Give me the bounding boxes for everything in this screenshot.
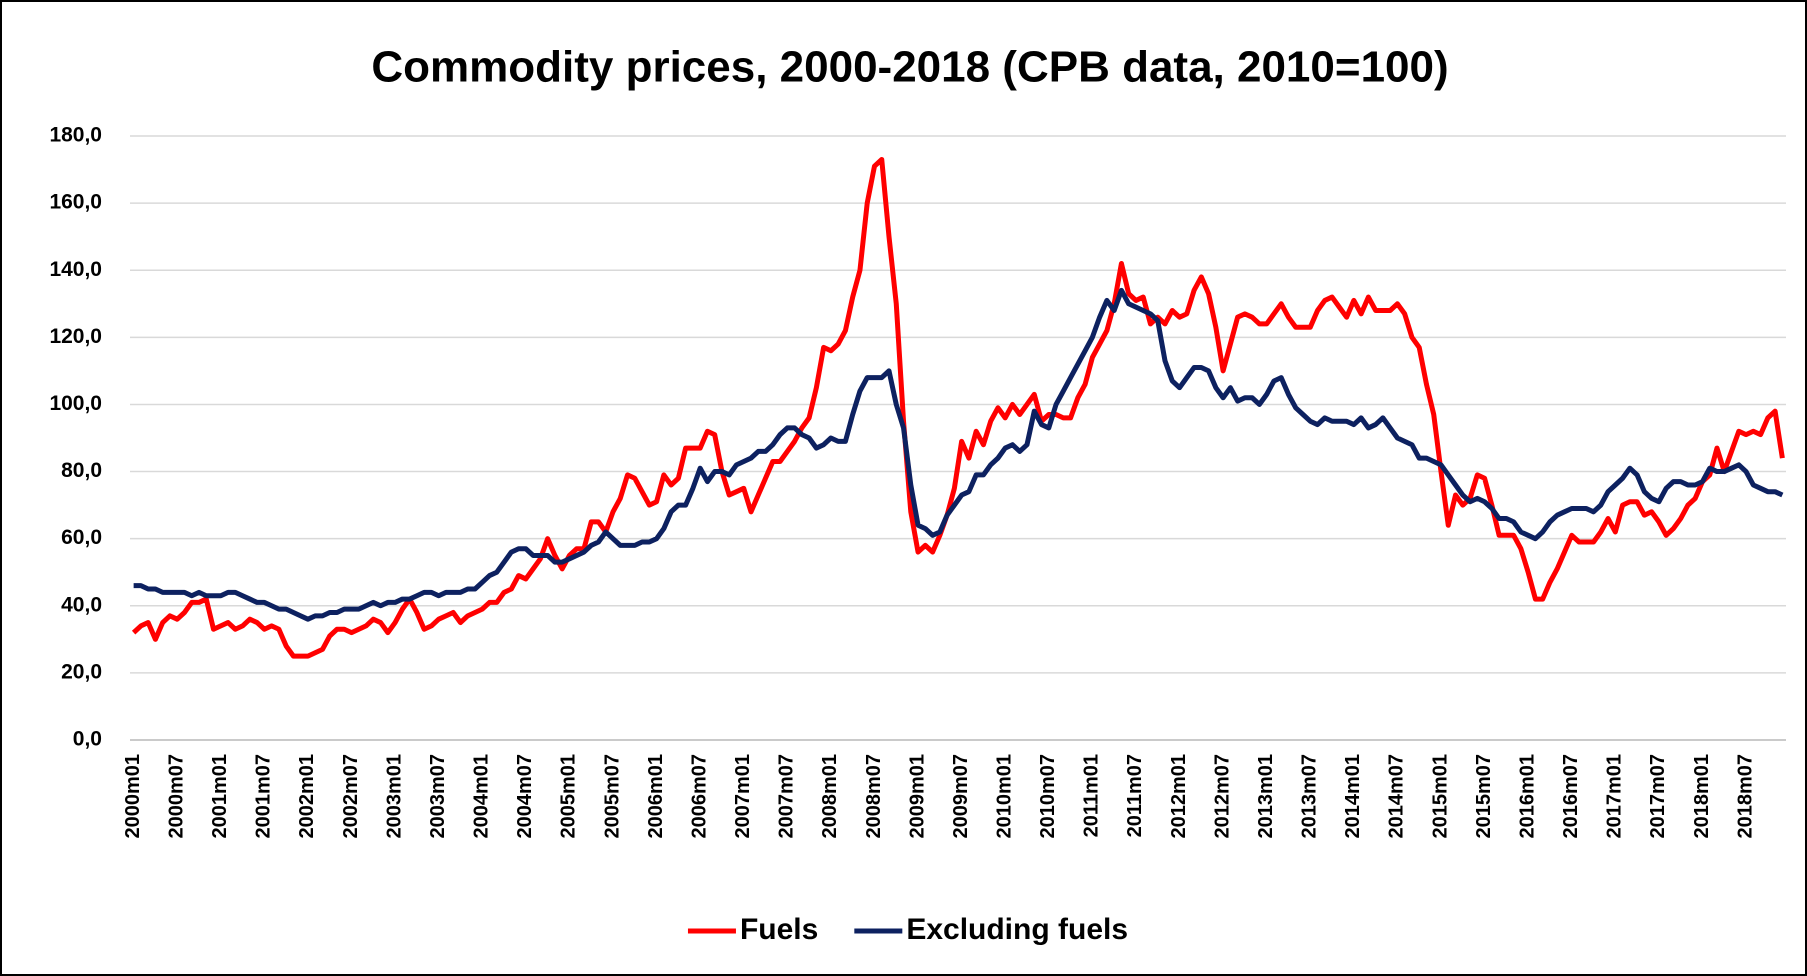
x-tick-label: 2001m07: [253, 754, 275, 839]
x-tick-label: 2011m01: [1081, 754, 1103, 837]
x-tick-label: 2014m01: [1342, 754, 1364, 839]
x-tick-label: 2007m07: [776, 754, 798, 839]
x-tick-label: 2005m01: [558, 754, 580, 839]
y-tick-label: 180,0: [49, 124, 102, 147]
legend: Fuels Excluding fuels: [687, 913, 1128, 946]
y-tick-label: 40,0: [61, 593, 102, 616]
x-tick-label: 2003m07: [427, 754, 449, 839]
x-tick-label: 2003m01: [383, 754, 405, 839]
x-tick-label: 2017m07: [1647, 754, 1669, 839]
x-tick-label: 2016m01: [1516, 754, 1538, 839]
x-tick-label: 2018m07: [1734, 754, 1756, 839]
x-tick-label: 2009m01: [906, 754, 928, 839]
x-tick-label: 2006m07: [688, 754, 710, 839]
y-tick-label: 60,0: [61, 526, 102, 549]
chart-title: Commodity prices, 2000-2018 (CPB data, 2…: [371, 43, 1448, 92]
y-tick-label: 120,0: [49, 325, 102, 348]
x-tick-label: 2015m07: [1473, 754, 1495, 839]
x-tick-label: 2017m01: [1604, 754, 1626, 839]
x-tick-label: 2012m01: [1168, 754, 1190, 839]
y-tick-label: 0,0: [73, 728, 102, 751]
y-tick-label: 100,0: [49, 392, 102, 415]
x-tick-label: 2015m01: [1429, 754, 1451, 839]
x-tick-label: 2005m07: [601, 754, 623, 839]
legend-label: Fuels: [740, 913, 818, 946]
x-tick-label: 2007m01: [732, 754, 754, 839]
x-tick-label: 2018m01: [1691, 754, 1713, 839]
x-tick-label: 2013m07: [1299, 754, 1321, 839]
x-tick-label: 2000m07: [165, 754, 187, 839]
x-tick-label: 2012m07: [1211, 754, 1233, 839]
y-tick-label: 80,0: [61, 459, 102, 482]
x-tick-label: 2010m01: [993, 754, 1015, 839]
x-tick-label: 2002m01: [296, 754, 318, 839]
x-tick-label: 2001m01: [209, 754, 231, 839]
x-tick-label: 2010m07: [1037, 754, 1059, 839]
x-tick-label: 2000m01: [122, 754, 144, 839]
x-tick-label: 2006m01: [645, 754, 667, 839]
y-tick-label: 160,0: [49, 191, 102, 214]
x-tick-label: 2002m07: [340, 754, 362, 839]
x-tick-label: 2009m07: [950, 754, 972, 839]
x-tick-label: 2008m07: [863, 754, 885, 839]
x-tick-label: 2008m01: [819, 754, 841, 839]
x-tick-label: 2016m07: [1560, 754, 1582, 839]
x-tick-label: 2004m07: [514, 754, 536, 839]
x-tick-label: 2013m01: [1255, 754, 1277, 839]
legend-label: Excluding fuels: [906, 913, 1128, 946]
x-tick-label: 2011m07: [1124, 754, 1146, 837]
y-tick-label: 20,0: [61, 660, 102, 683]
data-line: [133, 287, 1784, 622]
x-tick-label: 2004m01: [471, 754, 493, 839]
y-tick-label: 140,0: [49, 258, 102, 281]
x-tick-label: 2014m07: [1386, 754, 1408, 839]
